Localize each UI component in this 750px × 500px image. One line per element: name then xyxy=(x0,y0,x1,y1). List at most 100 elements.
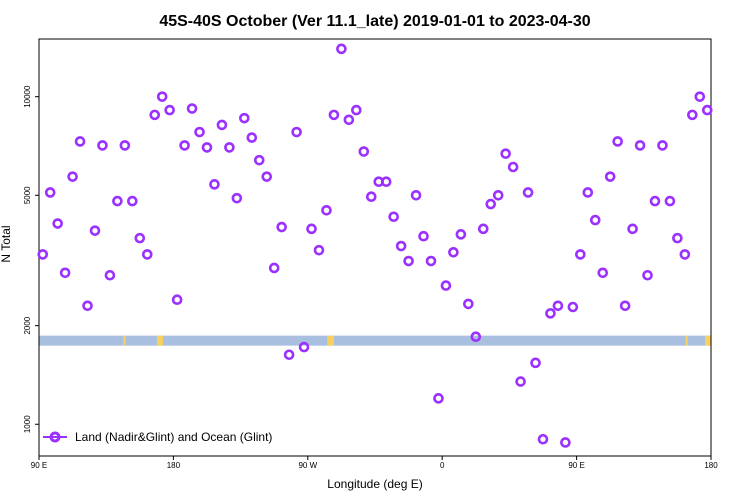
data-point xyxy=(395,240,407,252)
data-point xyxy=(388,211,399,223)
y-tick-label: 10000 xyxy=(23,85,32,108)
data-point xyxy=(82,300,93,312)
data-point xyxy=(97,140,108,151)
data-point xyxy=(164,104,175,116)
data-point xyxy=(194,126,205,138)
x-axis-label: Longitude (deg E) xyxy=(327,477,422,491)
ocean-band xyxy=(39,335,711,346)
land-segment xyxy=(705,335,711,346)
x-tick-label: 90 E xyxy=(568,461,584,470)
data-point xyxy=(231,192,243,204)
data-point xyxy=(433,393,444,404)
data-point xyxy=(634,140,646,151)
data-point xyxy=(418,230,429,242)
data-point xyxy=(448,246,459,258)
data-point xyxy=(253,154,265,166)
x-axis: 90 E 180 90 W 0 90 E 180 xyxy=(31,456,718,470)
data-point xyxy=(298,341,310,353)
data-point xyxy=(171,294,183,306)
data-point xyxy=(306,223,317,235)
data-point xyxy=(649,195,661,207)
data-point xyxy=(358,146,370,157)
x-tick-label: 0 xyxy=(440,461,445,470)
data-point xyxy=(186,103,198,114)
data-point xyxy=(44,187,56,198)
data-point xyxy=(642,269,653,281)
land-segment xyxy=(327,335,334,346)
data-point xyxy=(351,104,362,116)
data-point xyxy=(276,221,287,233)
data-point xyxy=(239,112,250,124)
data-point xyxy=(141,249,153,260)
data-point xyxy=(246,132,258,143)
data-point xyxy=(313,244,325,256)
data-point xyxy=(67,171,78,182)
land-segment xyxy=(123,335,126,346)
data-point xyxy=(492,189,504,201)
data-point xyxy=(664,195,676,207)
land-ocean-band xyxy=(39,335,711,346)
data-point xyxy=(589,214,601,226)
data-point xyxy=(59,267,71,279)
data-point xyxy=(477,223,489,235)
data-point xyxy=(149,109,161,121)
y-tick-label: 5000 xyxy=(23,186,32,204)
x-tick-label: 180 xyxy=(167,461,181,470)
data-point xyxy=(530,357,541,369)
plot-frame xyxy=(38,38,712,457)
legend: Land (Nadir&Glint) and Ocean (Glint) xyxy=(43,430,272,444)
data-point xyxy=(179,140,190,151)
data-point xyxy=(104,269,116,281)
data-point xyxy=(343,114,355,126)
data-points xyxy=(37,43,713,448)
x-tick-label: 90 W xyxy=(298,461,317,470)
data-point xyxy=(52,218,63,229)
data-point xyxy=(328,109,340,121)
data-point xyxy=(209,179,220,190)
y-axis: 1000 2000 5000 10000 xyxy=(23,85,39,433)
data-point xyxy=(403,255,414,267)
data-point xyxy=(268,262,280,274)
x-tick-label: 90 E xyxy=(31,461,47,470)
data-point xyxy=(89,225,101,236)
data-point xyxy=(537,433,549,445)
y-axis-label: N Total xyxy=(0,225,13,262)
data-point xyxy=(410,189,422,201)
data-point xyxy=(261,171,273,182)
data-point xyxy=(134,232,146,244)
data-point xyxy=(679,249,691,260)
data-point xyxy=(74,136,86,147)
data-point xyxy=(380,176,392,188)
data-point xyxy=(224,142,235,153)
data-point xyxy=(672,232,683,244)
data-point xyxy=(627,223,638,235)
data-point xyxy=(336,43,347,55)
y-tick-label: 1000 xyxy=(23,415,32,433)
land-segment xyxy=(156,335,163,346)
data-point xyxy=(604,171,616,182)
data-point xyxy=(694,91,706,102)
data-point xyxy=(425,255,437,267)
legend-entry: Land (Nadir&Glint) and Ocean (Glint) xyxy=(75,430,272,444)
data-point xyxy=(216,119,228,131)
data-point xyxy=(687,109,698,121)
data-point xyxy=(575,249,586,260)
data-point xyxy=(545,308,556,319)
data-point xyxy=(612,136,623,147)
data-point xyxy=(701,104,713,116)
data-point xyxy=(463,298,474,310)
chart-title: 45S-40S October (Ver 11.1_late) 2019-01-… xyxy=(159,13,590,30)
data-point xyxy=(485,198,497,210)
data-point xyxy=(291,126,302,138)
data-point xyxy=(507,161,519,173)
data-point xyxy=(283,349,295,361)
data-point xyxy=(201,142,213,153)
data-point xyxy=(560,437,571,448)
x-tick-label: 180 xyxy=(704,461,718,470)
data-point xyxy=(156,91,168,102)
data-point xyxy=(657,140,668,151)
data-point xyxy=(127,195,138,207)
data-point xyxy=(119,140,131,151)
data-point xyxy=(515,376,526,387)
